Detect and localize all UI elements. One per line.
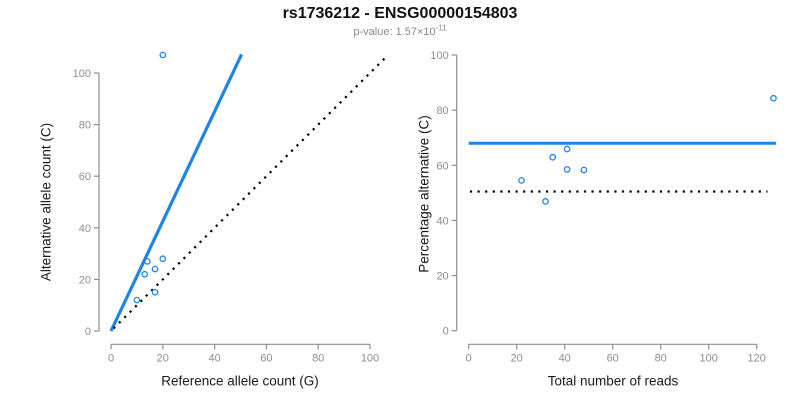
fitted-ratio-line — [109, 53, 243, 332]
x-tick-label: 40 — [208, 352, 220, 364]
p-value-subtitle: p-value: 1.57×10-11 — [353, 23, 447, 38]
y-tick-label: 0 — [85, 326, 91, 338]
left-plot-y-axis-label: Alternative allele count (C) — [38, 122, 54, 282]
y-tick-label: 80 — [436, 105, 448, 117]
percentage-plot: 0 20 40 60 80 100 0 20 40 60 80 100 120 — [430, 50, 777, 364]
data-point — [518, 177, 525, 184]
data-point — [770, 94, 777, 102]
data-point — [542, 198, 549, 205]
data-point — [580, 166, 588, 174]
data-point — [159, 255, 167, 263]
data-point — [563, 166, 571, 173]
y-tick-label: 60 — [436, 160, 448, 172]
right-plot-y-axis-label: Percentage alternative (C) — [416, 115, 432, 273]
x-tick-label: 20 — [157, 352, 169, 364]
data-point — [549, 153, 557, 161]
x-tick-label: 80 — [312, 352, 324, 364]
data-point — [151, 288, 159, 296]
y-tick-label: 40 — [79, 223, 91, 235]
y-tick-label: 100 — [430, 50, 448, 62]
y-tick-label: 20 — [436, 271, 448, 283]
y-tick-label: 100 — [73, 68, 91, 80]
left-plot-x-axis-label: Reference allele count (G) — [161, 373, 319, 389]
p-value-text: p-value: 1.57×10 — [353, 26, 436, 38]
data-point — [133, 296, 141, 304]
right-plot-x-axis-label: Total number of reads — [547, 373, 679, 389]
identity-line — [112, 55, 388, 330]
x-tick-label: 60 — [260, 352, 272, 364]
data-point — [151, 265, 159, 273]
x-tick-label: 40 — [559, 352, 571, 364]
x-tick-label: 100 — [700, 352, 718, 364]
x-tick-label: 80 — [655, 352, 667, 364]
x-tick-label: 100 — [361, 352, 379, 364]
x-tick-label: 120 — [748, 352, 766, 364]
page-title: rs1736212 - ENSG00000154803 — [282, 5, 518, 22]
y-tick-label: 0 — [443, 326, 449, 338]
data-point — [563, 145, 571, 153]
y-tick-label: 40 — [436, 215, 448, 227]
data-point — [143, 257, 151, 265]
y-tick-label: 60 — [79, 171, 91, 183]
x-tick-label: 0 — [466, 352, 472, 364]
x-tick-label: 60 — [607, 352, 619, 364]
y-tick-label: 80 — [79, 120, 91, 132]
p-value-exponent: -11 — [435, 23, 447, 33]
data-point — [141, 270, 149, 278]
x-tick-label: 20 — [511, 352, 523, 364]
allele-counts-plot: 0 20 40 60 80 100 0 20 40 60 80 100 — [73, 51, 388, 364]
y-tick-label: 20 — [79, 274, 91, 286]
data-point — [159, 51, 167, 59]
x-tick-label: 0 — [108, 352, 114, 364]
